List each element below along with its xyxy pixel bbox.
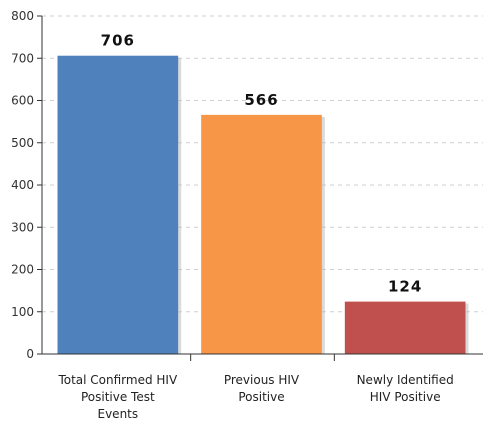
y-tick-label: 800: [11, 9, 34, 23]
bar: [201, 114, 322, 355]
bar: [344, 301, 466, 354]
y-tick-label: 200: [11, 263, 34, 277]
x-tick-label: Previous HIV Positive: [224, 373, 300, 404]
bar: [57, 55, 179, 355]
y-tick-label: 400: [11, 178, 34, 192]
y-tick-label: 700: [11, 51, 34, 65]
y-tick-label: 300: [11, 220, 34, 234]
data-label: 124: [388, 278, 422, 296]
x-tick-label: Newly Identified HIV Positive: [357, 373, 454, 404]
data-label: 566: [244, 91, 278, 109]
axes: [37, 15, 483, 361]
x-tick-label: Total Confirmed HIV Positive Test Events: [57, 373, 178, 421]
data-label: 706: [101, 32, 135, 50]
y-tick-label: 500: [11, 136, 34, 150]
y-tick-label: 600: [11, 94, 34, 108]
y-tick-label: 100: [11, 305, 34, 319]
labels: 0 100 200 300 400 500 600 700 800 706 Total Confir…: [11, 9, 454, 421]
bars: [57, 55, 469, 355]
y-tick-label: 0: [26, 347, 34, 361]
